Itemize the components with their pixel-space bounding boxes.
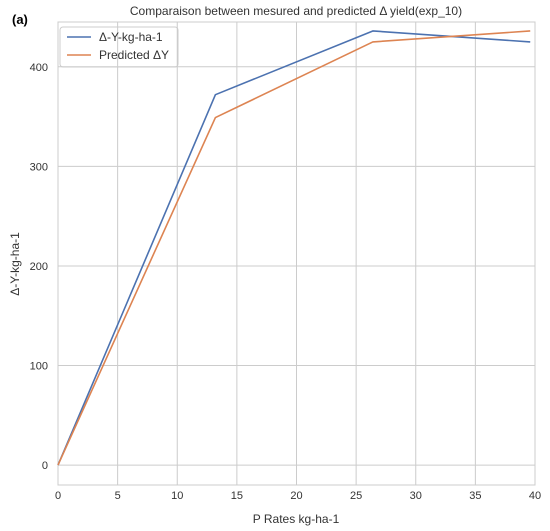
- x-tick-label: 0: [55, 490, 61, 502]
- y-tick-label: 200: [30, 261, 48, 273]
- x-tick-label: 25: [350, 490, 362, 502]
- y-tick-label: 100: [30, 361, 48, 373]
- y-axis-label: Δ-Y-kg-ha-1: [8, 232, 22, 296]
- x-tick-label: 20: [290, 490, 302, 502]
- x-tick-label: 10: [171, 490, 183, 502]
- y-tick-label: 400: [30, 62, 48, 74]
- x-tick-label: 15: [231, 490, 243, 502]
- legend-entry-series-2: Predicted ΔY: [99, 48, 169, 62]
- panel-label: (a): [12, 12, 28, 27]
- series-line-2: [57, 30, 531, 466]
- y-tick-label: 0: [42, 460, 48, 472]
- y-tick-label: 300: [30, 161, 48, 173]
- x-tick-label: 40: [529, 490, 541, 502]
- chart-title: Comparaison between mesured and predicte…: [130, 4, 462, 18]
- x-tick-label: 30: [410, 490, 422, 502]
- legend-entry-series-1: Δ-Y-kg-ha-1: [99, 30, 163, 44]
- series-line-1: [57, 30, 531, 466]
- legend-box: [59, 26, 179, 68]
- x-tick-label: 35: [469, 490, 481, 502]
- x-axis-label: P Rates kg-ha-1: [253, 512, 340, 526]
- x-tick-label: 5: [115, 490, 121, 502]
- series-lines: [57, 30, 531, 466]
- grid-lines: [57, 22, 536, 485]
- legend: Δ-Y-kg-ha-1 Predicted ΔY: [59, 26, 179, 68]
- plot-frame: [57, 21, 536, 486]
